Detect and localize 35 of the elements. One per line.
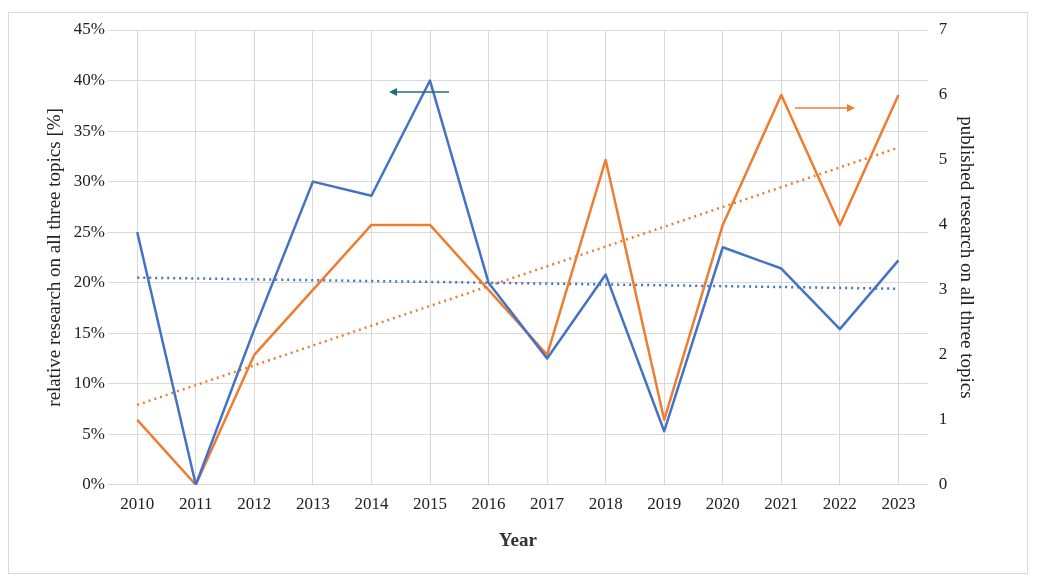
y-tick-label: 35% (73, 120, 105, 140)
y2-tick-label: 1 (938, 409, 948, 429)
y-tick-label: 30% (73, 171, 105, 191)
y-tick-label: 10% (73, 373, 105, 393)
y-tick-label: 5% (82, 423, 105, 443)
x-tick-label: 2020 (705, 494, 740, 514)
y2-tick-label: 3 (938, 279, 948, 299)
x-tick-label: 2015 (413, 494, 447, 514)
y-tick-label: 25% (73, 221, 105, 241)
y-axis-title: relative research on all three topics [%] (43, 108, 65, 407)
x-tick-label: 2014 (354, 494, 389, 514)
y2-axis-title: published research on all three topics (956, 116, 978, 399)
y2-tick-label: 2 (938, 344, 948, 364)
y2-tick-label: 5 (938, 149, 948, 169)
x-tick-label: 2019 (647, 494, 682, 514)
x-tick-label: 2012 (237, 494, 272, 514)
y2-tick-label: 6 (938, 84, 948, 104)
x-tick-label: 2016 (471, 494, 506, 514)
y-tick-label: 20% (73, 272, 105, 292)
y2-tick-label: 7 (938, 19, 948, 39)
y-tick-label: 15% (73, 322, 105, 342)
y-tick-label: 40% (73, 70, 105, 89)
x-tick-label: 2017 (530, 494, 565, 514)
x-tick-label: 2021 (764, 494, 799, 514)
y-tick-label: 0% (82, 474, 105, 494)
y-tick-label: 45% (73, 19, 105, 39)
x-tick-label: 2013 (295, 494, 330, 514)
y2-tick-label: 0 (938, 474, 948, 494)
x-tick-label: 2022 (822, 494, 857, 514)
x-tick-label: 2011 (179, 494, 213, 514)
x-tick-label: 2023 (881, 494, 916, 514)
x-tick-label: 2018 (588, 494, 623, 514)
x-axis-title: Year (498, 528, 538, 550)
x-tick-label: 2010 (120, 494, 155, 514)
y2-tick-label: 4 (938, 214, 948, 234)
